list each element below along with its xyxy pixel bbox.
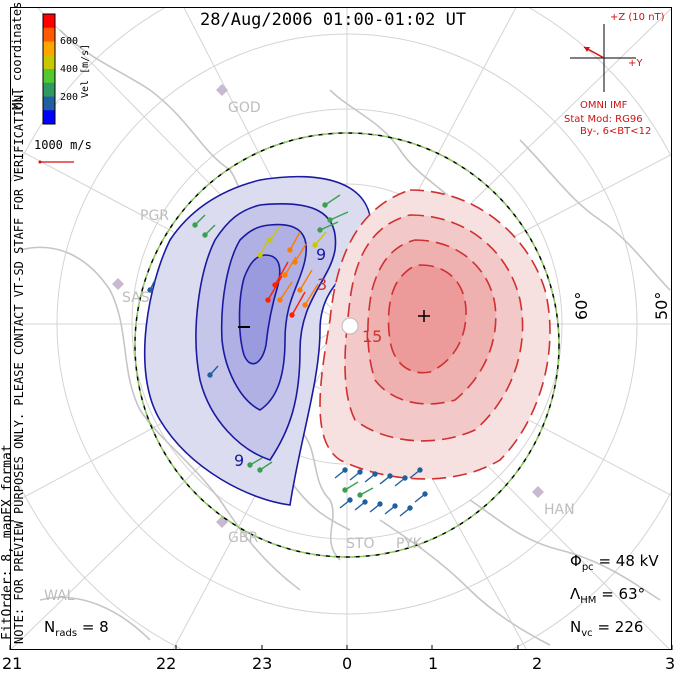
mlt-tick-22: 22 [156, 654, 177, 673]
station-god: GOD [228, 100, 261, 116]
negative-convection-cell [143, 175, 372, 506]
station-han: HAN [544, 502, 575, 518]
vector-scale-origin [38, 160, 42, 164]
station-gbr: GBR [228, 530, 259, 546]
latitude-label-60: 60° [572, 291, 591, 320]
colorbar-segment [43, 110, 55, 125]
colorbar-tick-600: 600 [60, 36, 79, 47]
colorbar-border [42, 13, 56, 125]
latitude-label-50: 50° [652, 291, 671, 320]
svg-text:9: 9 [234, 451, 244, 470]
colorbar-unit-label: Vel [m/s] [80, 43, 91, 98]
imf-stat-mod: Stat Mod: RG96 [564, 114, 643, 125]
station-pgr: PGR [140, 208, 170, 224]
stat-n-vc: Nvc = 226 [570, 618, 644, 639]
pole-marker [341, 317, 359, 335]
imf-source: OMNI IMF [580, 100, 628, 111]
mlt-tick-23: 23 [252, 654, 273, 673]
stat-lambda-hm: ΛHM = 63° [570, 585, 646, 606]
vector-scale-label: 1000 m/s [34, 138, 92, 152]
colorbar-tick-400: 400 [60, 64, 79, 75]
potential-max-marker [418, 310, 430, 322]
stat-phi-pc: Φpc = 48 kV [570, 552, 659, 573]
hm-boundary-green [134, 132, 560, 558]
station-pyk: PYK [396, 536, 422, 552]
svg-text:15: 15 [362, 327, 382, 346]
mlt-tick-3: 3 [665, 654, 676, 673]
colorbar [42, 13, 56, 125]
colorbar-segment [43, 96, 55, 111]
station-sas: SAS [122, 290, 150, 306]
imf-arrowhead [584, 47, 590, 52]
svg-text:9: 9 [316, 245, 326, 264]
colorbar-segment [43, 55, 55, 70]
positive-convection-cell [319, 189, 551, 480]
imf-condition: By-, 6<BT<12 [580, 126, 652, 137]
station-wal: WAL [44, 588, 75, 604]
map-title: 28/Aug/2006 01:00-01:02 UT [200, 10, 467, 30]
colorbar-tick-200: 200 [60, 92, 79, 103]
mlt-tick-2: 2 [532, 654, 543, 673]
imf-z-label: +Z (10 nT) [610, 12, 665, 23]
imf-y-label: +Y [628, 58, 643, 69]
svg-text:3: 3 [317, 275, 327, 294]
station-sto: STO [346, 536, 375, 552]
fit-order-label: FitOrder: 8, mapEX format [0, 444, 15, 640]
colorbar-segment [43, 27, 55, 42]
mlt-tick-marks [9, 645, 673, 650]
stat-n-rads: Nrads = 8 [44, 618, 109, 639]
contour-labels: 9 9 3 15 [234, 245, 382, 470]
mlt-tick-21: 21 [2, 654, 23, 673]
colorbar-segment [43, 82, 55, 97]
colorbar-segment [43, 41, 55, 56]
colorbar-segment [43, 69, 55, 84]
velocity-vectors [147, 194, 428, 517]
mlt-tick-0: 0 [342, 654, 353, 673]
mlt-tick-1: 1 [428, 654, 439, 673]
colorbar-segment [43, 14, 55, 29]
